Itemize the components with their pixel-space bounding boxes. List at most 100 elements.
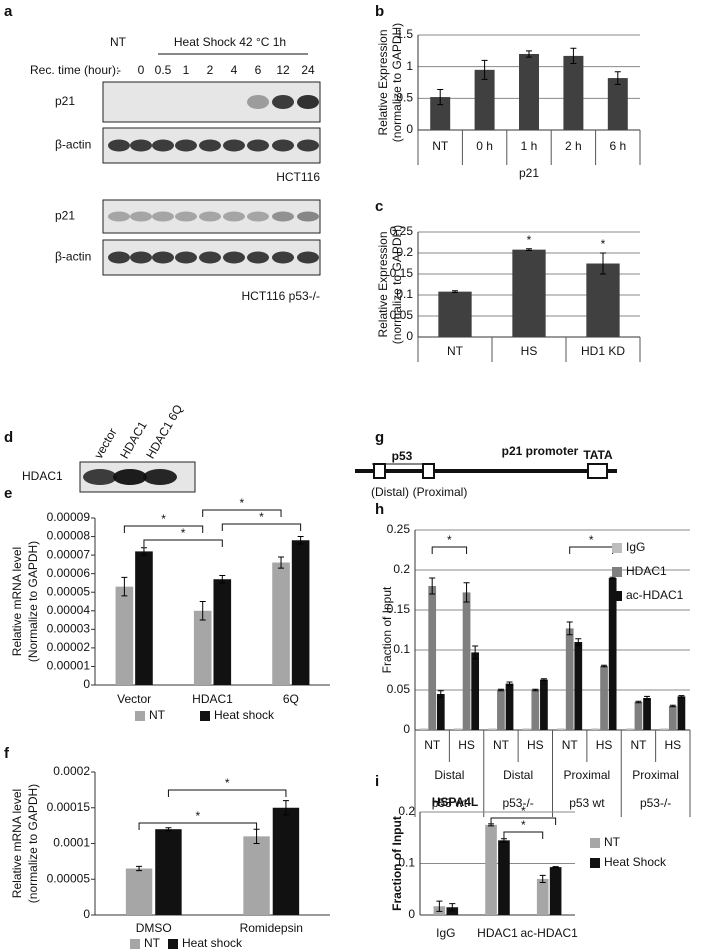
x-tick-label: NT	[493, 738, 510, 752]
y-tick-label: 0.00008	[47, 529, 91, 543]
lane-label: 12	[276, 63, 290, 77]
legend-swatch	[135, 711, 145, 721]
error-bar	[436, 900, 443, 912]
element-box	[373, 463, 386, 479]
blot-band	[108, 139, 130, 152]
cell-line: HCT116	[276, 170, 320, 184]
significance: *	[195, 809, 200, 823]
x-tick-label: 0 h	[476, 139, 493, 153]
blot-band	[83, 469, 117, 485]
lane-label: 4	[231, 63, 238, 77]
blot-band	[272, 251, 294, 264]
y-tick-label: 0.15	[390, 266, 414, 280]
group-label: p53 wt	[432, 796, 468, 810]
error-bar	[429, 577, 436, 595]
bar	[135, 551, 153, 685]
chart-title: HSPA4L	[432, 795, 478, 809]
y-tick-label: 0.0002	[53, 764, 90, 778]
significance-bracket	[490, 817, 557, 825]
blot-row-label: HDAC1	[22, 469, 63, 483]
error-bar	[140, 547, 147, 556]
significance: *	[521, 804, 526, 818]
significance: *	[447, 533, 452, 547]
error-bar	[297, 536, 304, 545]
significance-bracket	[569, 546, 614, 554]
error-bar	[609, 576, 616, 580]
y-tick-label: 1	[406, 59, 413, 73]
x-tick-label: NT	[630, 738, 647, 752]
bar	[531, 690, 540, 730]
bar	[213, 579, 232, 685]
y-axis-label: Relative Expression	[376, 231, 390, 337]
group-label: Proximal	[632, 768, 679, 782]
bar	[512, 249, 546, 337]
legend-label: NT	[149, 708, 166, 722]
legend-swatch	[612, 567, 622, 577]
y-tick-label: 0.15	[387, 602, 411, 616]
bar	[291, 540, 310, 685]
bar	[272, 562, 290, 685]
error-bar	[452, 290, 458, 293]
significance: *	[240, 496, 245, 510]
x-tick-label: DMSO	[136, 921, 172, 935]
x-tick-label: NT	[424, 738, 441, 752]
lane-label: 6	[255, 63, 262, 77]
bar	[430, 97, 451, 130]
bar	[563, 55, 584, 130]
y-tick-label: 0	[403, 722, 410, 736]
error-bar	[278, 556, 285, 569]
x-tick-label: HDAC1	[192, 692, 233, 706]
bar	[600, 666, 608, 730]
blot-band	[297, 251, 319, 264]
legend-swatch	[590, 838, 600, 848]
bar	[660, 728, 669, 730]
bar	[462, 592, 471, 730]
error-bar	[449, 903, 456, 912]
y-tick-label: 0.00009	[47, 510, 91, 524]
bar	[193, 610, 212, 685]
error-bar	[540, 678, 547, 681]
bar	[419, 728, 428, 730]
x-tick-label: 1 h	[521, 139, 538, 153]
panel-letter: c	[375, 198, 383, 215]
y-tick-label: 0.2	[396, 245, 413, 259]
y-tick-label: 0.2	[398, 804, 415, 818]
error-bar	[526, 50, 532, 58]
bar	[243, 836, 270, 915]
blot-band	[272, 139, 294, 152]
error-bar	[566, 621, 573, 636]
bar	[677, 696, 686, 730]
cell-line: HCT116 p53-/-	[242, 289, 320, 303]
blot-band	[297, 211, 319, 222]
significance: *	[601, 237, 606, 251]
blot-row-label: β-actin	[55, 138, 91, 152]
y-tick-label: 0.00015	[47, 800, 91, 814]
panel-letter: b	[375, 3, 384, 20]
significance: *	[527, 233, 532, 247]
error-bar	[644, 695, 651, 701]
y-tick-label: 0.00001	[47, 659, 91, 673]
bar	[625, 728, 634, 730]
bar	[634, 702, 643, 730]
panel-letter: a	[4, 3, 13, 20]
lane-label: -	[117, 63, 121, 77]
significance-bracket	[138, 822, 258, 830]
y-tick-label: 0.00004	[47, 603, 91, 617]
error-bar	[614, 71, 621, 85]
error-bar	[539, 874, 546, 884]
error-bar	[472, 645, 479, 660]
x-tick-label: NT	[447, 344, 464, 358]
bar	[474, 69, 495, 130]
bar	[608, 578, 617, 730]
y-axis-label: (normalize to GAPDH)	[390, 23, 404, 142]
lane-label: HDAC1 6Q	[143, 402, 185, 461]
bar	[643, 698, 651, 730]
significance: *	[161, 512, 166, 526]
lane-label: vector	[91, 426, 119, 461]
x-tick-label: Romidepsin	[240, 921, 303, 935]
error-bar	[136, 865, 143, 872]
bar	[540, 679, 548, 730]
error-bar	[463, 582, 470, 603]
lane-label: 2	[207, 63, 214, 77]
